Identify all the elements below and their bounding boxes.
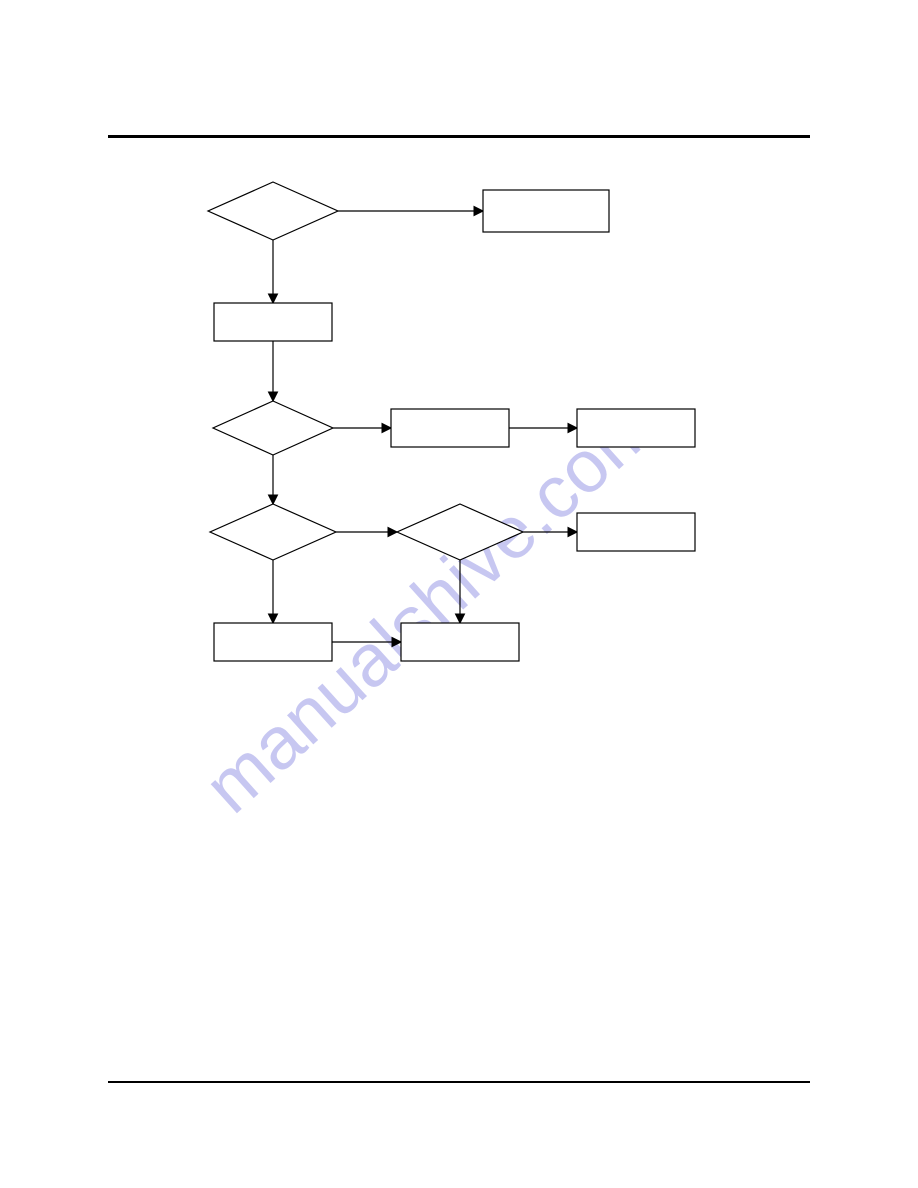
flow-node-d3 [210, 504, 336, 560]
flow-node-d1 [208, 182, 338, 240]
flow-node-r1 [483, 190, 609, 232]
flow-node-r2 [214, 303, 332, 341]
flow-node-d4 [397, 504, 523, 560]
flowchart [0, 0, 918, 1188]
flow-node-r3 [391, 409, 509, 447]
flow-node-r6 [214, 623, 332, 661]
flow-node-d2 [213, 401, 333, 455]
flow-node-r4 [577, 409, 695, 447]
flow-node-r7 [401, 623, 519, 661]
page: manualshive.com [0, 0, 918, 1188]
flow-node-r5 [577, 513, 695, 551]
